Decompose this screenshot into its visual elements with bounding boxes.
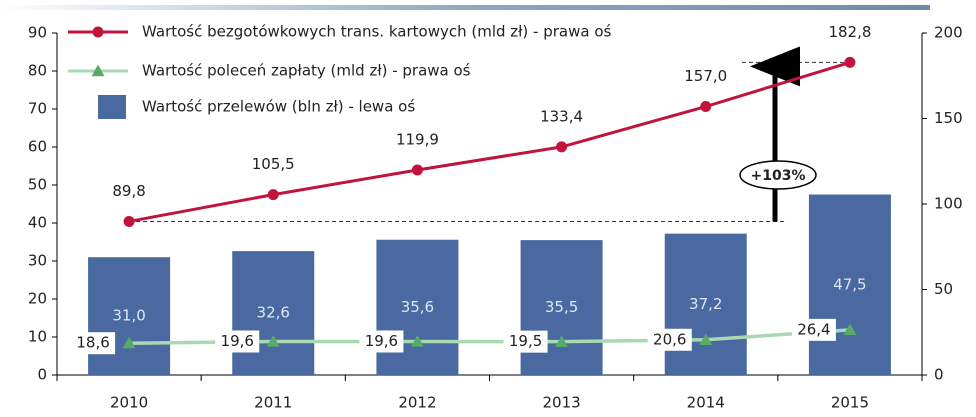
point: [555, 335, 569, 347]
x-tick-label: 2015: [831, 394, 869, 412]
y-tick-label: 10: [28, 328, 47, 346]
y2-tick-label: 150: [934, 109, 963, 127]
annotation-bubble: [739, 160, 817, 190]
top-rule: [0, 5, 930, 10]
bar-value-label: 31,0: [112, 307, 145, 325]
y-tick-label: 0: [37, 366, 47, 384]
label-bg: [503, 330, 548, 353]
y-tick-label: 20: [28, 290, 47, 308]
y-tick-label: 70: [28, 100, 47, 118]
y2-tick-label: 50: [934, 280, 953, 298]
point: [410, 334, 424, 347]
y-tick-label: 30: [28, 252, 47, 270]
bar: [808, 194, 891, 375]
bar-value-label: 47,5: [833, 275, 866, 293]
point-label: 182,8: [828, 23, 871, 41]
x-tick-label: 2011: [254, 394, 292, 412]
y-tick-label: 80: [28, 62, 47, 80]
point-label: 157,0: [684, 67, 727, 85]
y2-tick-label: 0: [934, 366, 944, 384]
point: [843, 323, 857, 336]
y-tick-label: 50: [28, 176, 47, 194]
point: [844, 56, 856, 68]
legend-label: Wartość przelewów (bln zł) - lewa oś: [142, 98, 415, 116]
x-tick-label: 2010: [110, 394, 148, 412]
y-tick-label: 40: [28, 214, 47, 232]
point-label: 20,6: [653, 330, 686, 348]
point: [123, 215, 135, 227]
point: [266, 334, 280, 347]
point-label: 19,6: [365, 332, 398, 350]
point: [556, 141, 568, 153]
point-label: 18,6: [76, 334, 109, 352]
y-tick-label: 60: [28, 138, 47, 156]
bar: [664, 233, 747, 375]
point: [700, 101, 712, 113]
annotation: +103%: [751, 168, 806, 184]
bar-value-label: 32,6: [257, 304, 290, 322]
point: [411, 164, 423, 176]
label-bg: [359, 330, 404, 353]
label-bg: [647, 328, 692, 351]
legend-marker: [92, 26, 104, 38]
point-label: 19,6: [221, 332, 254, 350]
legend-marker: [91, 64, 105, 77]
point-label: 105,5: [252, 155, 295, 173]
x-tick-label: 2012: [398, 394, 436, 412]
bar-value-label: 35,5: [545, 298, 578, 316]
series-line: [128, 60, 851, 223]
legend-label: Wartość poleceń zapłaty (mld zł) - prawa…: [142, 62, 471, 80]
legend-swatch: [98, 95, 126, 119]
x-tick-label: 2013: [542, 394, 580, 412]
y-tick-label: 90: [28, 24, 47, 42]
y2-tick-label: 200: [934, 24, 963, 42]
x-tick-label: 2014: [687, 394, 725, 412]
point-label: 119,9: [396, 130, 439, 148]
y2-tick-label: 100: [934, 195, 963, 213]
legend-label: Wartość bezgotówkowych trans. kartowych …: [142, 23, 612, 41]
point-label: 133,4: [540, 107, 583, 125]
point: [699, 333, 713, 345]
point-label: 26,4: [797, 320, 830, 338]
label-bg: [215, 330, 260, 353]
point-label: 89,8: [112, 182, 145, 200]
point: [122, 336, 136, 349]
point-label: 19,5: [509, 332, 542, 350]
bar: [88, 257, 171, 375]
label-bg: [791, 318, 836, 341]
bar: [232, 251, 315, 375]
bar-value-label: 37,2: [689, 295, 722, 313]
point: [267, 189, 279, 201]
label-bg: [71, 332, 116, 355]
bar-value-label: 35,6: [401, 298, 434, 316]
